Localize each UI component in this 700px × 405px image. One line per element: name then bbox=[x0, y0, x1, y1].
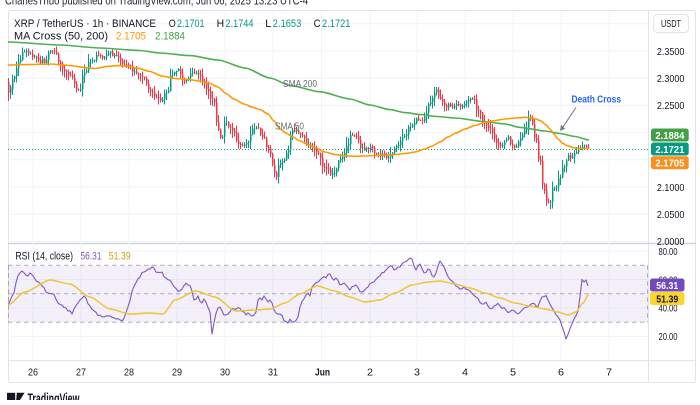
svg-text:2.0000: 2.0000 bbox=[657, 236, 685, 248]
svg-text:4: 4 bbox=[462, 366, 468, 378]
svg-text:O: O bbox=[169, 18, 176, 30]
svg-text:30: 30 bbox=[220, 366, 230, 378]
svg-text:28: 28 bbox=[124, 366, 134, 378]
svg-text:2.2500: 2.2500 bbox=[657, 100, 685, 112]
svg-text:5: 5 bbox=[510, 366, 516, 378]
svg-text:2.1000: 2.1000 bbox=[657, 182, 685, 194]
svg-text:2: 2 bbox=[367, 366, 373, 378]
svg-text:6: 6 bbox=[558, 366, 564, 378]
svg-text:2.1744: 2.1744 bbox=[226, 18, 254, 30]
svg-text:2.1884: 2.1884 bbox=[655, 130, 684, 142]
svg-text:2.1884: 2.1884 bbox=[155, 31, 185, 43]
svg-text:51.39: 51.39 bbox=[656, 293, 678, 305]
svg-text:2.1653: 2.1653 bbox=[273, 18, 302, 30]
svg-text:CharlesThuo published on Tradi: CharlesThuo published on TradingView.com… bbox=[5, 0, 308, 7]
svg-text:TradingView: TradingView bbox=[28, 392, 80, 401]
svg-text:2.1701: 2.1701 bbox=[177, 18, 205, 30]
svg-text:Death Cross: Death Cross bbox=[572, 94, 622, 106]
svg-text:26: 26 bbox=[28, 366, 38, 378]
svg-text:RSI (14, close): RSI (14, close) bbox=[15, 251, 73, 263]
svg-text:Jun: Jun bbox=[315, 366, 330, 378]
svg-text:20.00: 20.00 bbox=[659, 331, 678, 343]
svg-text:29: 29 bbox=[172, 366, 182, 378]
svg-text:SMA 50: SMA 50 bbox=[275, 122, 304, 133]
svg-text:27: 27 bbox=[76, 366, 86, 378]
svg-text:56.31: 56.31 bbox=[656, 280, 678, 292]
svg-text:C: C bbox=[314, 18, 321, 30]
svg-text:56.31: 56.31 bbox=[81, 251, 102, 263]
svg-text:L: L bbox=[265, 18, 271, 30]
svg-text:2.0500: 2.0500 bbox=[657, 209, 685, 221]
svg-text:31: 31 bbox=[268, 366, 278, 378]
svg-text:2.1721: 2.1721 bbox=[655, 144, 684, 156]
svg-text:2.1705: 2.1705 bbox=[655, 158, 684, 170]
svg-text:XRP / TetherUS · 1h · BINANCE: XRP / TetherUS · 1h · BINANCE bbox=[14, 18, 156, 30]
svg-text:7: 7 bbox=[606, 366, 612, 378]
svg-text:2.3000: 2.3000 bbox=[657, 73, 685, 85]
svg-text:MA Cross (50, 200): MA Cross (50, 200) bbox=[14, 31, 108, 43]
svg-text:H: H bbox=[217, 18, 225, 30]
svg-text:2.3500: 2.3500 bbox=[657, 46, 685, 58]
svg-text:2.1721: 2.1721 bbox=[322, 18, 351, 30]
svg-text:SMA 200: SMA 200 bbox=[283, 79, 317, 90]
svg-text:USDT: USDT bbox=[661, 18, 681, 30]
svg-text:40.00: 40.00 bbox=[659, 303, 678, 315]
svg-text:2.1705: 2.1705 bbox=[116, 31, 146, 43]
svg-text:51.39: 51.39 bbox=[109, 251, 131, 263]
svg-text:80.00: 80.00 bbox=[659, 246, 678, 258]
svg-text:3: 3 bbox=[414, 366, 420, 378]
